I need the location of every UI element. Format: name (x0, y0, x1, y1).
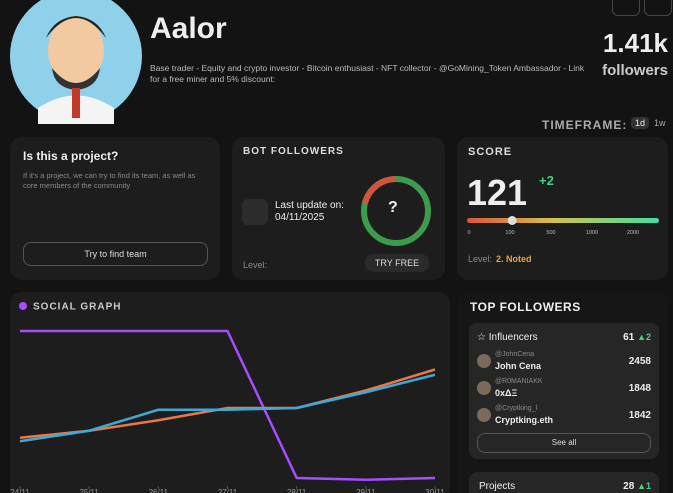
follower-handle: @JohnCena (495, 351, 535, 358)
follower-name: Cryptking.eth (495, 415, 554, 425)
x-tick-label: 26/11 (149, 488, 169, 493)
group-label[interactable]: ☆ Influencers (477, 332, 538, 343)
projects-panel: Projects 28 ▲1 (469, 472, 659, 493)
follower-count: 1842 (628, 410, 651, 421)
profile-bio: Base trader - Equity and crypto investor… (150, 63, 585, 84)
see-all-button[interactable]: See all (477, 433, 651, 453)
project-card: Is this a project? If it's a project, we… (10, 137, 220, 280)
social-graph: SOCIAL GRAPH 24/11 25/11 26/11 27/11 28/11 29… (10, 302, 445, 493)
bot-followers-card: BOT FOLLOWERS Last update on: 04/11/2025… (232, 137, 445, 280)
level-value: 2. Noted (496, 254, 532, 264)
follower-handle: @Cryptking_l (495, 405, 538, 412)
refresh-button[interactable] (242, 199, 268, 225)
follower-avatar (477, 381, 491, 395)
card-title: Is this a project? (23, 149, 119, 163)
social-graph-card: SOCIAL GRAPH 24/11 25/11 26/11 27/11 28/11 29… (10, 292, 450, 493)
x-tick-label: 28/11 (287, 488, 307, 493)
x-tick-label: 25/11 (79, 488, 99, 493)
chart-title: SOCIAL GRAPH (33, 302, 122, 313)
bookmark-button[interactable] (612, 0, 640, 16)
group-count: 61 (623, 332, 635, 343)
timeframe-label: TIMEFRAME: (542, 118, 628, 132)
score-card: SCORE 121 +2 0 100 500 1000 2000 Level: 2. N… (457, 137, 668, 280)
series-line (20, 329, 436, 481)
group-label-text: Influencers (488, 332, 538, 343)
followers-label: followers (602, 62, 668, 79)
score-scale: 0 100 500 1000 2000 (467, 216, 659, 236)
series-line (19, 368, 436, 439)
series-line (19, 373, 436, 443)
group-delta: ▲1 (637, 481, 651, 491)
group-count: 28 (623, 481, 635, 492)
bot-result: ? (388, 199, 398, 216)
level-label: Level: (243, 260, 268, 270)
followers-count: 1.41k (602, 28, 668, 58)
avatar (10, 0, 142, 124)
card-text: If it's a project, we can try to find it… (23, 171, 196, 190)
bot-gauge (361, 176, 431, 246)
follower-name: 0xΔΞ (495, 388, 518, 398)
scale-tick-label: 100 (505, 230, 514, 236)
follower-avatar (477, 408, 491, 422)
update-label: Last update on: (275, 200, 344, 211)
share-button[interactable] (644, 0, 672, 16)
follower-avatar (477, 354, 491, 368)
group-delta-value: 2 (645, 332, 651, 342)
follower-name: John Cena (495, 361, 542, 371)
card-title: BOT FOLLOWERS (243, 146, 344, 157)
score-value: 121 (467, 172, 528, 213)
scale-tick-label: 500 (546, 230, 555, 236)
x-tick-label: 24/11 (10, 488, 30, 493)
try-free-button[interactable]: TRY FREE (365, 254, 429, 272)
score-knob (507, 216, 517, 225)
x-tick-label: 27/11 (218, 488, 238, 493)
follower-count: 1848 (628, 383, 651, 394)
x-tick-label: 29/11 (356, 488, 376, 493)
group-delta: ▲2 (637, 332, 651, 342)
card-title: TOP FOLLOWERS (470, 300, 581, 314)
group-label[interactable]: Projects (479, 481, 516, 492)
timeframe-option[interactable]: 1d (631, 117, 650, 129)
follower-count: 2458 (628, 356, 651, 367)
influencers-panel: ☆ Influencers 61 ▲2 See all @JohnCena Joh… (469, 323, 659, 459)
level-label: Level: (468, 254, 493, 264)
follower-handle: @R0MANIAKK (495, 378, 543, 385)
scale-tick-label: 1000 (586, 230, 598, 236)
find-team-button[interactable]: Try to find team (23, 242, 208, 266)
scale-tick-label: 0 (467, 230, 470, 236)
x-tick-label: 30/11 (425, 488, 445, 493)
update-date: 04/11/2025 (275, 212, 325, 223)
follower-row[interactable]: @Cryptking_l Cryptking.eth 1842 (477, 405, 651, 433)
top-followers-card: TOP FOLLOWERS ☆ Influencers 61 ▲2 See al… (457, 292, 668, 493)
follower-row[interactable]: @JohnCena John Cena 2458 (477, 351, 651, 379)
card-title: SCORE (468, 146, 513, 158)
profile-name: Aalor (150, 12, 227, 45)
timeframe-option[interactable]: 1w (654, 118, 666, 128)
follower-row[interactable]: @R0MANIAKK 0xΔΞ 1848 (477, 378, 651, 406)
scale-tick-label: 2000 (627, 230, 639, 236)
score-delta: +2 (539, 173, 554, 188)
group-delta-value: 1 (645, 481, 651, 491)
